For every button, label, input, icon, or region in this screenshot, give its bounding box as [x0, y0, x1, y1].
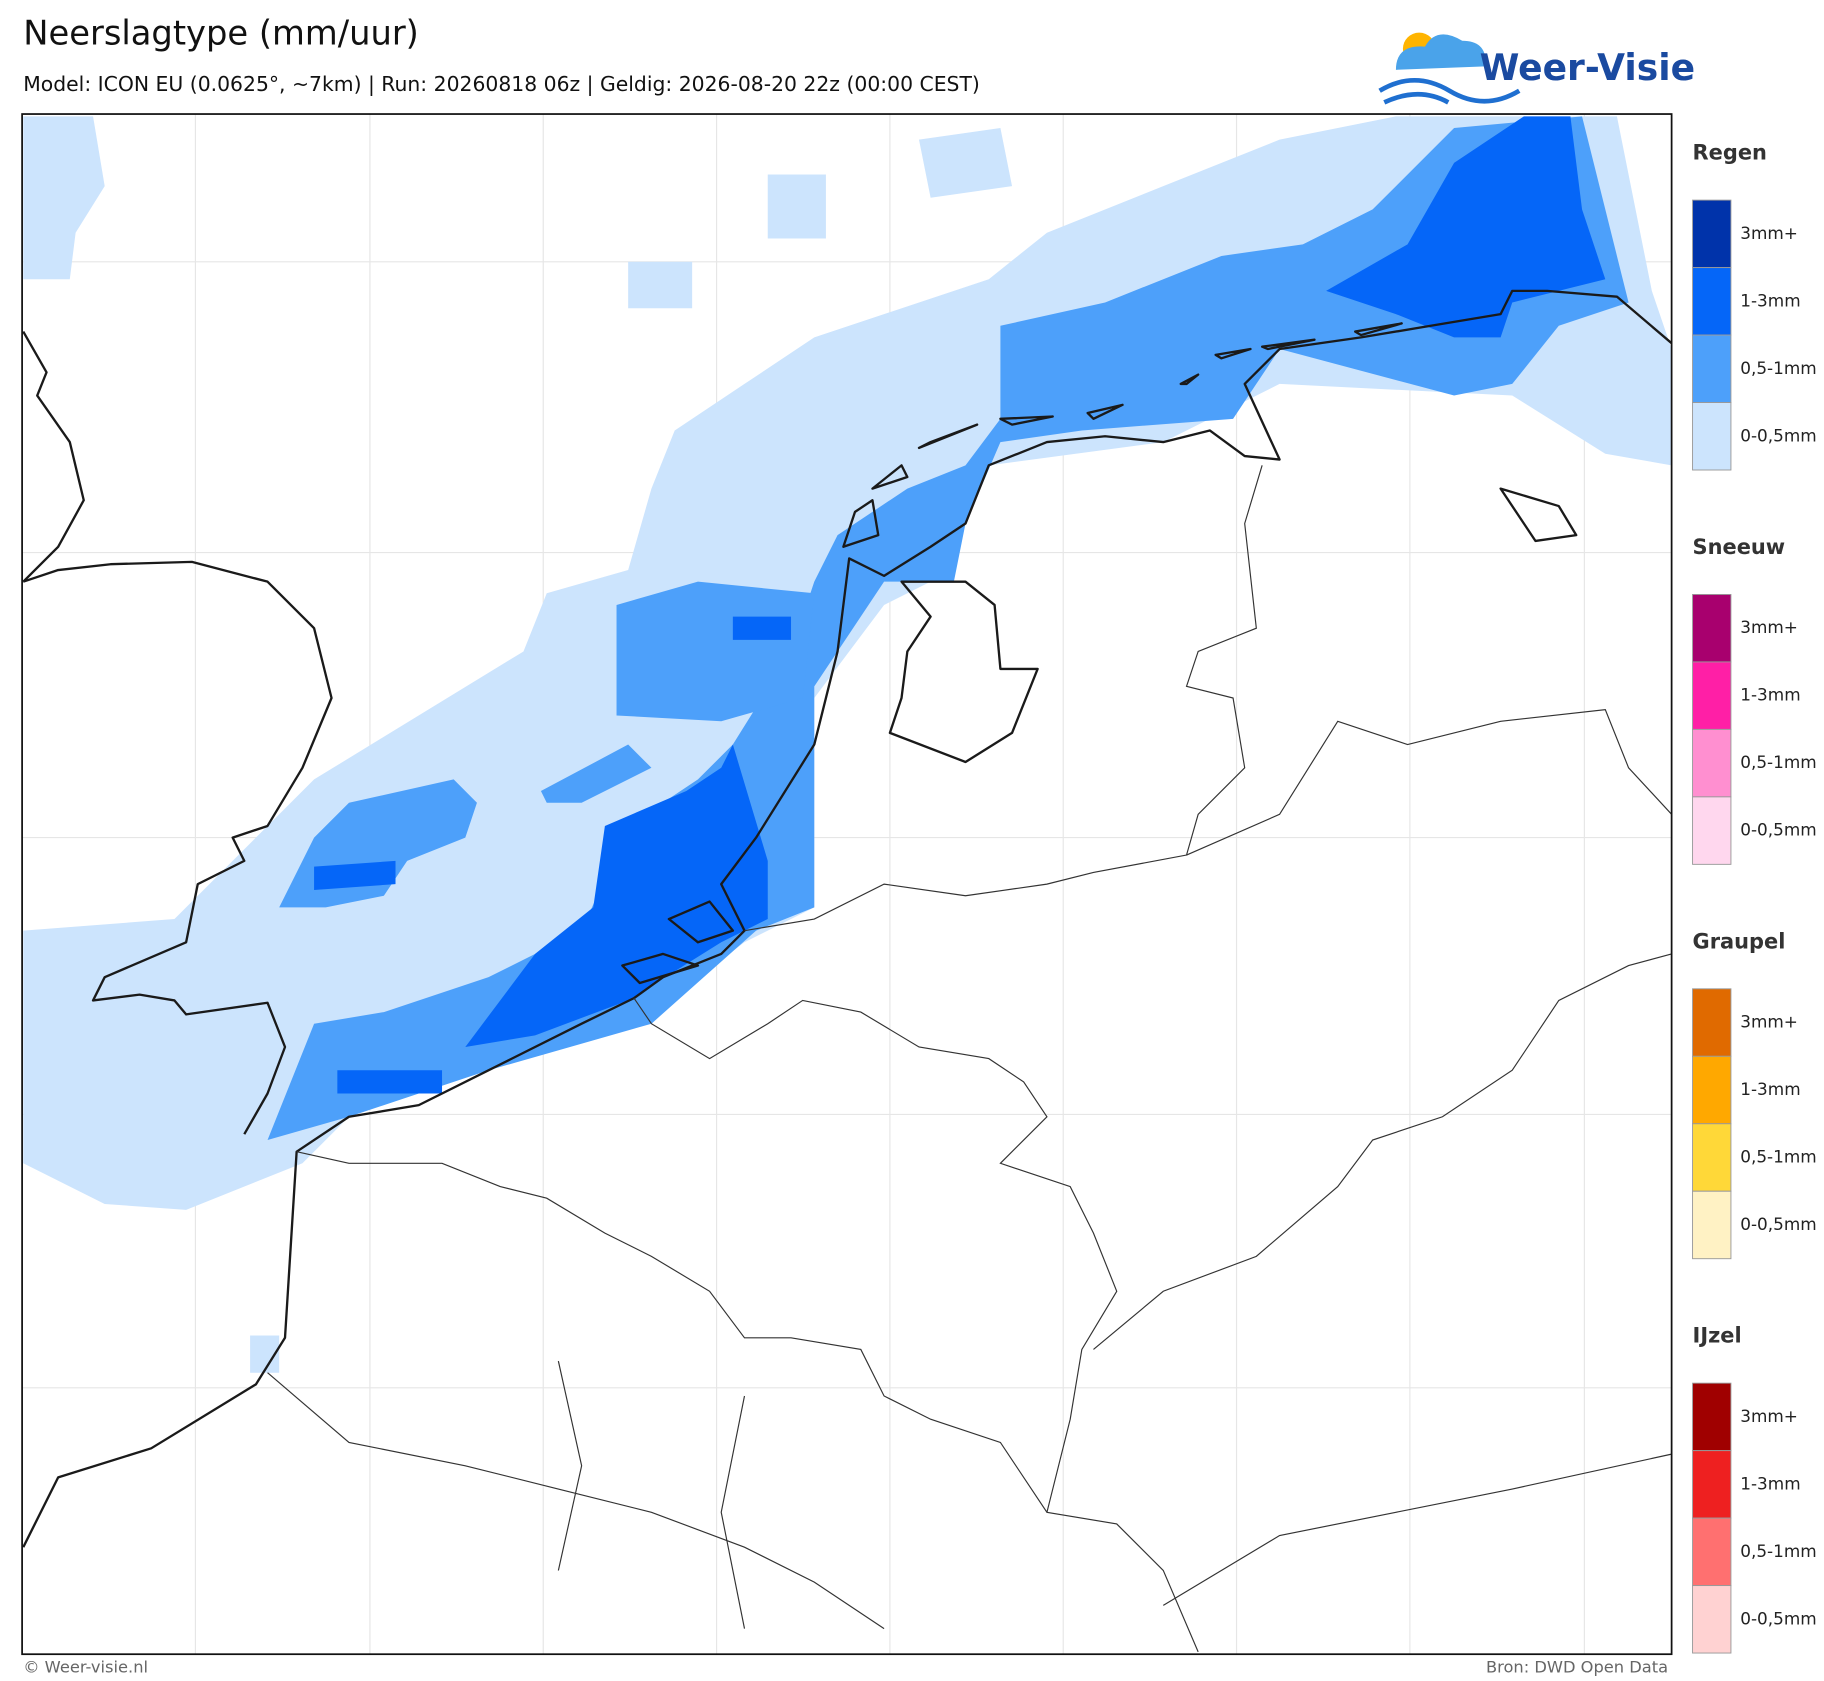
legend-title: Regen [1693, 141, 1767, 165]
legend-swatch [1692, 1450, 1732, 1519]
legend-label: 3mm+ [1740, 1012, 1798, 1032]
legend-swatch [1692, 1123, 1732, 1192]
legend-label: 3mm+ [1740, 1406, 1798, 1426]
legend-swatch [1692, 728, 1732, 798]
legend-swatch [1692, 1382, 1732, 1452]
map-frame [21, 113, 1673, 1656]
precipitation [23, 116, 1672, 1373]
rain-heavy [314, 116, 1606, 1094]
subtitle: Model: ICON EU (0.0625°, ~7km) | Run: 20… [23, 72, 980, 97]
border-regional [267, 709, 1672, 1630]
rain-medium-patch [279, 581, 815, 908]
logo: Weer-Visie [1378, 32, 1695, 105]
legend-swatch [1692, 1517, 1732, 1587]
logo-cloud [1395, 34, 1486, 70]
legend-label: 0,5-1mm [1740, 1541, 1816, 1561]
legend-title: Sneeuw [1693, 535, 1786, 559]
legend-swatch [1692, 199, 1732, 269]
coastline-islands [621, 322, 1578, 985]
map [22, 114, 1672, 1655]
legend-label: 1-3mm [1740, 290, 1800, 310]
legend-swatch [1692, 661, 1732, 730]
legend-label: 0,5-1mm [1740, 358, 1816, 378]
legend-label: 0-0,5mm [1740, 425, 1816, 445]
footer-right: Bron: DWD Open Data [1486, 1658, 1668, 1677]
legend-label: 1-3mm [1740, 1079, 1800, 1099]
legend-title: IJzel [1693, 1324, 1742, 1348]
legend-swatch [1692, 1055, 1732, 1125]
legend-label: 3mm+ [1740, 617, 1798, 637]
legend-swatch [1692, 1190, 1732, 1260]
legend-label: 0,5-1mm [1740, 752, 1816, 772]
rain-light [23, 116, 1672, 1210]
legend-label: 1-3mm [1740, 685, 1800, 705]
footer-left: © Weer-visie.nl [23, 1658, 148, 1677]
legend-label: 0-0,5mm [1740, 820, 1816, 840]
legend-swatch [1692, 334, 1732, 403]
border-nl-de [744, 465, 1263, 932]
legend-label: 3mm+ [1740, 223, 1798, 243]
legend-label: 0-0,5mm [1740, 1214, 1816, 1234]
legend-label: 0,5-1mm [1740, 1146, 1816, 1166]
legend-swatch [1692, 594, 1732, 663]
legend-title: Graupel [1693, 929, 1786, 953]
border-be-de [633, 997, 1118, 1513]
coastline [22, 330, 85, 583]
legend-swatch [1692, 988, 1732, 1057]
logo-waves [1378, 78, 1521, 105]
coastline-continent [22, 289, 1672, 1548]
legend-label: 0-0,5mm [1740, 1608, 1816, 1628]
borders [267, 465, 1672, 1653]
legend-swatch [1692, 1585, 1732, 1654]
legend-swatch [1692, 267, 1732, 336]
border-fr [296, 1151, 1199, 1653]
legend-swatch [1692, 796, 1732, 865]
legend: Regen 3mm+ 1-3mm 0,5-1mm 0-0,5mm Sneeuw 3mm+ 1-… [1692, 141, 1817, 1654]
legend-swatch [1692, 402, 1732, 471]
coastlines [22, 289, 1672, 1548]
logo-text: Weer-Visie [1480, 47, 1695, 89]
coastline-ijsselmeer [888, 580, 1039, 764]
title: Neerslagtype (mm/uur) [23, 13, 419, 52]
legend-label: 1-3mm [1740, 1473, 1800, 1493]
coastline-england [22, 560, 333, 1135]
